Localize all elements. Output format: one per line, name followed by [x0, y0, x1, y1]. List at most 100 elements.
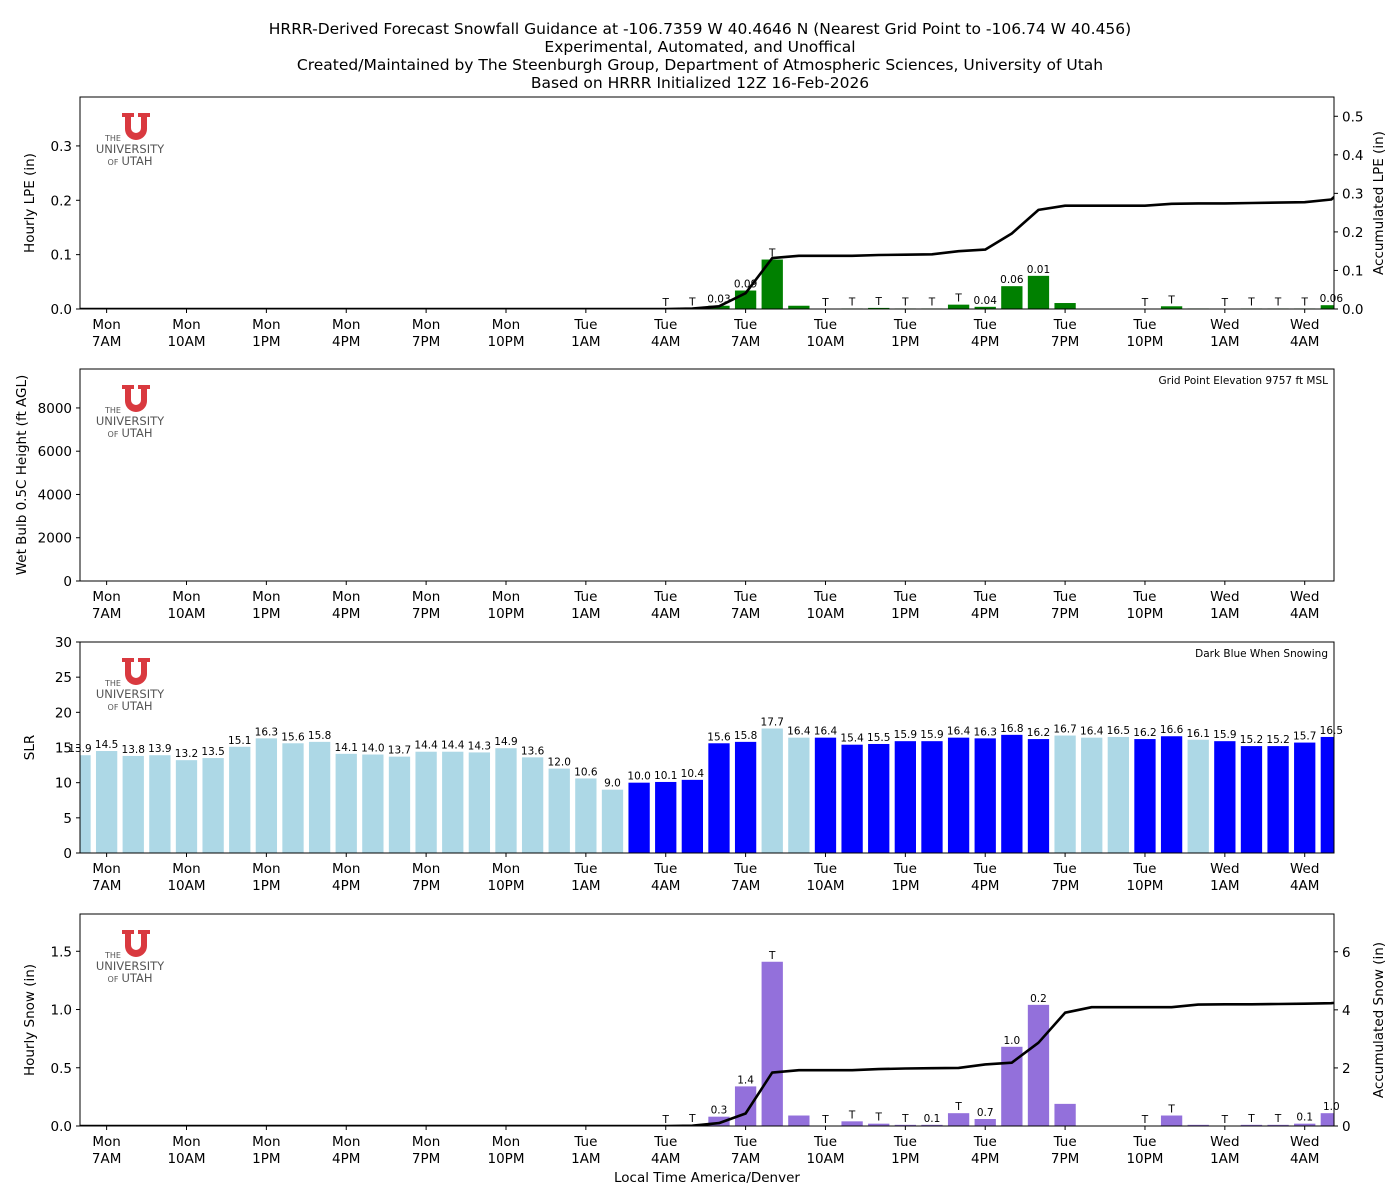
- logo-utah: UTAH: [121, 971, 152, 985]
- x-tick-label-time: 7PM: [1051, 606, 1079, 622]
- bar-hour-30: [868, 743, 890, 853]
- logo-the: THE: [104, 406, 121, 415]
- x-tick-label-time: 7PM: [1051, 878, 1079, 894]
- x-axis-label: Local Time America/Denver: [614, 1170, 800, 1186]
- bar-label: 15.9: [920, 729, 943, 741]
- bar-hour-31: [894, 1124, 916, 1126]
- utah-u-icon: [122, 658, 150, 685]
- panel-annotation: Dark Blue When Snowing: [1195, 648, 1328, 660]
- bar-label: 16.6: [1160, 724, 1184, 736]
- bar-hour-27: [788, 1115, 810, 1126]
- bar-label: 12.0: [548, 757, 571, 769]
- y-tick-label: 0.0: [51, 1119, 72, 1135]
- x-tick-label-day: Tue: [573, 1134, 597, 1150]
- x-tick-label-time: 1PM: [252, 334, 280, 350]
- bar-label: 0.3: [711, 1105, 728, 1117]
- bar-hour-45: [1267, 746, 1289, 853]
- bar-hour-15: [468, 752, 491, 853]
- y-right-tick-label: 0.1: [1342, 263, 1363, 279]
- bar-label: T: [662, 1114, 670, 1126]
- title-line-3: Created/Maintained by The Steenburgh Gro…: [296, 56, 1104, 74]
- bar-label: 13.7: [388, 745, 411, 757]
- bar-hour-44: [1240, 746, 1263, 853]
- bar-hour-47: [1320, 1113, 1334, 1126]
- bar-label: 16.4: [814, 726, 838, 738]
- bar-label: 13.2: [175, 748, 198, 760]
- bar-label: 1.0: [1323, 1101, 1340, 1113]
- logo-university: UNIVERSITY: [96, 687, 165, 701]
- bar-label: T: [688, 296, 696, 308]
- bar-hour-30: [868, 1123, 890, 1126]
- bar-label: 0.2: [1030, 993, 1047, 1005]
- bar-label: 13.6: [521, 745, 545, 757]
- x-tick-label-time: 4PM: [332, 334, 360, 350]
- bar-label: 14.4: [414, 740, 438, 752]
- bar-hour-28: [814, 737, 837, 853]
- x-tick-label-day: Mon: [92, 317, 120, 333]
- x-tick-label-day: Tue: [733, 1134, 757, 1150]
- bar-label: 16.4: [1080, 726, 1104, 738]
- bar-label: 10.6: [574, 766, 598, 778]
- axes-frame: [79, 96, 1335, 310]
- bar-hour-41: [1160, 306, 1183, 309]
- bar-label: 14.9: [494, 736, 517, 748]
- x-tick-label-day: Tue: [1053, 317, 1077, 333]
- accumulated-line: [80, 1001, 1334, 1126]
- bar-hour-47: [1320, 736, 1334, 853]
- x-tick-label-time: 1PM: [252, 606, 280, 622]
- y-right-tick-label: 0.2: [1342, 225, 1363, 241]
- bar-label: 0.03: [707, 294, 730, 306]
- x-tick-label-day: Mon: [412, 317, 440, 333]
- logo-the: THE: [104, 134, 121, 143]
- x-tick-label-day: Mon: [252, 1134, 280, 1150]
- bar-hour-38: [1081, 737, 1103, 853]
- x-tick-label-time: 7PM: [412, 878, 440, 894]
- bar-label: T: [1274, 296, 1282, 308]
- bar-label: 15.1: [228, 735, 251, 747]
- bar-label: T: [821, 297, 829, 309]
- x-tick-label-day: Tue: [1053, 589, 1077, 605]
- bar-label: 16.7: [1053, 724, 1076, 736]
- y-tick-label: 25: [55, 670, 72, 686]
- x-tick-label-time: 1AM: [571, 878, 600, 894]
- bar-hour-33: [947, 737, 970, 853]
- x-tick-label-time: 1PM: [252, 878, 280, 894]
- bar-hour-37: [1054, 303, 1076, 309]
- x-tick-label-day: Tue: [813, 1134, 837, 1150]
- title-line-1: HRRR-Derived Forecast Snowfall Guidance …: [268, 20, 1132, 38]
- bar-hour-24: [708, 743, 730, 853]
- bar-hour-41: [1160, 736, 1183, 853]
- x-tick-label-time: 7PM: [1051, 1151, 1079, 1167]
- bar-hour-46: [1294, 1123, 1316, 1126]
- bar-hour-43: [1214, 741, 1236, 853]
- bar-hour-42: [1187, 739, 1209, 853]
- bar-label: T: [1167, 294, 1175, 306]
- bar-label: 15.5: [867, 732, 890, 744]
- x-tick-label-day: Tue: [1132, 589, 1156, 605]
- bar-hour-33: [947, 1113, 970, 1126]
- bar-label: T: [1221, 297, 1229, 309]
- utah-u-icon: [122, 113, 150, 140]
- x-tick-label-time: 4AM: [1290, 1151, 1319, 1167]
- x-tick-label-day: Tue: [893, 861, 917, 877]
- bar-label: 10.1: [654, 770, 677, 782]
- x-tick-label-day: Tue: [573, 317, 597, 333]
- x-tick-label-time: 7AM: [92, 606, 121, 622]
- x-tick-label-day: Wed: [1210, 589, 1239, 605]
- y-right-tick-label: 0.4: [1342, 148, 1363, 164]
- bar-label: 15.9: [894, 729, 917, 741]
- x-tick-label-day: Mon: [92, 861, 120, 877]
- x-tick-label-day: Tue: [1053, 861, 1077, 877]
- bar-hour-35: [1001, 286, 1023, 309]
- bar-hour-34: [974, 1119, 996, 1126]
- x-tick-label-day: Tue: [1132, 861, 1156, 877]
- x-tick-label-day: Mon: [172, 317, 200, 333]
- x-tick-label-day: Wed: [1290, 317, 1319, 333]
- bar-label: 13.5: [201, 746, 224, 758]
- bar-label: 14.1: [335, 742, 358, 754]
- y-tick-label: 5: [63, 811, 72, 827]
- x-tick-label-day: Mon: [492, 589, 520, 605]
- x-tick-label-time: 7AM: [92, 878, 121, 894]
- x-tick-label-day: Tue: [813, 317, 837, 333]
